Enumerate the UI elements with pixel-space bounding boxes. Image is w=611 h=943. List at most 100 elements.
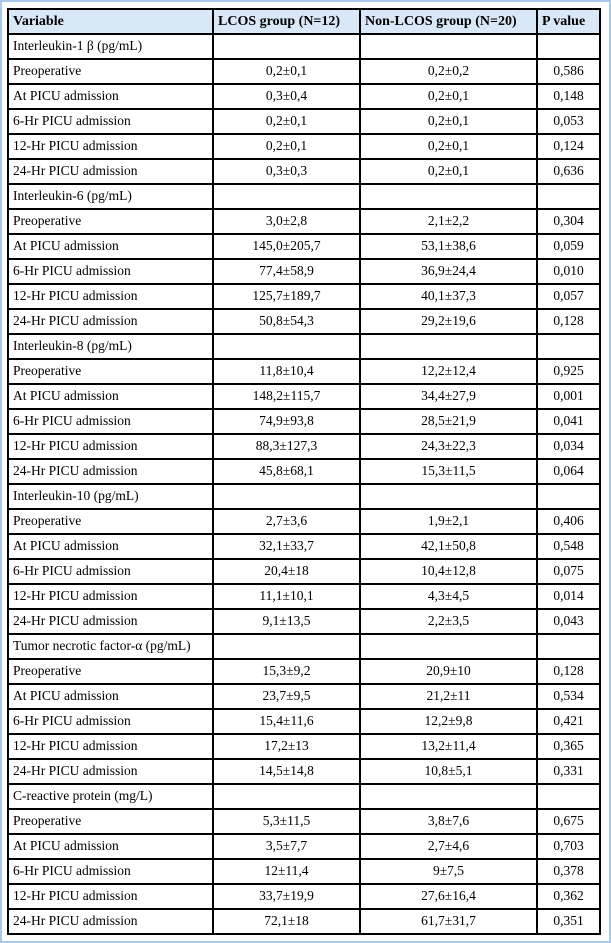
nonlcos-value-cell: 10,4±12,8 [359, 558, 538, 585]
empty-cell [212, 783, 361, 810]
pvalue-cell: 0,703 [536, 833, 601, 860]
lcos-value-cell: 33,7±19,9 [212, 883, 361, 910]
empty-cell [536, 333, 601, 360]
pvalue-cell: 0,534 [536, 683, 601, 710]
pvalue-cell: 0,148 [536, 83, 601, 110]
empty-cell [212, 633, 361, 660]
data-row: Preoperative 2,7±3,6 1,9±2,1 0,406 [7, 508, 601, 535]
col-header-nonlcos-group: Non-LCOS group (N=20) [359, 8, 538, 35]
nonlcos-value-cell: 28,5±21,9 [359, 408, 538, 435]
empty-cell [536, 633, 601, 660]
empty-cell [359, 333, 538, 360]
nonlcos-value-cell: 21,2±11 [359, 683, 538, 710]
section-row: C-reactive protein (mg/L) [7, 783, 601, 810]
pvalue-cell: 0,406 [536, 508, 601, 535]
pvalue-cell: 0,128 [536, 308, 601, 335]
section-label: Tumor necrotic factor-α (pg/mL) [7, 633, 214, 660]
pvalue-cell: 0,365 [536, 733, 601, 760]
nonlcos-value-cell: 1,9±2,1 [359, 508, 538, 535]
timepoint-cell: 12-Hr PICU admission [7, 283, 214, 310]
nonlcos-value-cell: 53,1±38,6 [359, 233, 538, 260]
timepoint-cell: Preoperative [7, 208, 214, 235]
nonlcos-value-cell: 0,2±0,1 [359, 108, 538, 135]
biomarker-comparison-table: Variable LCOS group (N=12) Non-LCOS grou… [7, 8, 601, 935]
data-row: 6-Hr PICU admission 0,2±0,1 0,2±0,1 0,053 [7, 108, 601, 135]
pvalue-cell: 0,034 [536, 433, 601, 460]
table-body: Interleukin-1 β (pg/mL) Preoperative 0,2±0… [7, 33, 601, 935]
lcos-value-cell: 88,3±127,3 [212, 433, 361, 460]
pvalue-cell: 0,124 [536, 133, 601, 160]
empty-cell [212, 33, 361, 60]
data-row: 24-Hr PICU admission 14,5±14,8 10,8±5,1 0,3… [7, 758, 601, 785]
empty-cell [536, 183, 601, 210]
lcos-value-cell: 2,7±3,6 [212, 508, 361, 535]
section-row: Interleukin-8 (pg/mL) [7, 333, 601, 360]
timepoint-cell: 12-Hr PICU admission [7, 583, 214, 610]
timepoint-cell: Preoperative [7, 808, 214, 835]
lcos-value-cell: 45,8±68,1 [212, 458, 361, 485]
timepoint-cell: 24-Hr PICU admission [7, 158, 214, 185]
section-row: Tumor necrotic factor-α (pg/mL) [7, 633, 601, 660]
section-label: Interleukin-8 (pg/mL) [7, 333, 214, 360]
lcos-value-cell: 12±11,4 [212, 858, 361, 885]
section-label: Interleukin-1 β (pg/mL) [7, 33, 214, 60]
timepoint-cell: 6-Hr PICU admission [7, 258, 214, 285]
data-row: Preoperative 0,2±0,1 0,2±0,2 0,586 [7, 58, 601, 85]
empty-cell [359, 33, 538, 60]
pvalue-cell: 0,304 [536, 208, 601, 235]
pvalue-cell: 0,075 [536, 558, 601, 585]
pvalue-cell: 0,586 [536, 58, 601, 85]
nonlcos-value-cell: 10,8±5,1 [359, 758, 538, 785]
data-row: Preoperative 3,0±2,8 2,1±2,2 0,304 [7, 208, 601, 235]
empty-cell [359, 633, 538, 660]
data-row: 12-Hr PICU admission 0,2±0,1 0,2±0,1 0,124 [7, 133, 601, 160]
lcos-value-cell: 74,9±93,8 [212, 408, 361, 435]
pvalue-cell: 0,057 [536, 283, 601, 310]
pvalue-cell: 0,548 [536, 533, 601, 560]
empty-cell [359, 783, 538, 810]
nonlcos-value-cell: 40,1±37,3 [359, 283, 538, 310]
nonlcos-value-cell: 2,1±2,2 [359, 208, 538, 235]
col-header-variable: Variable [7, 8, 214, 35]
lcos-value-cell: 11,1±10,1 [212, 583, 361, 610]
data-row: At PICU admission 32,1±33,7 42,1±50,8 0,548 [7, 533, 601, 560]
nonlcos-value-cell: 3,8±7,6 [359, 808, 538, 835]
pvalue-cell: 0,043 [536, 608, 601, 635]
nonlcos-value-cell: 2,7±4,6 [359, 833, 538, 860]
data-row: At PICU admission 145,0±205,7 53,1±38,6 0,0… [7, 233, 601, 260]
data-row: At PICU admission 0,3±0,4 0,2±0,1 0,148 [7, 83, 601, 110]
data-row: 24-Hr PICU admission 0,3±0,3 0,2±0,1 0,636 [7, 158, 601, 185]
timepoint-cell: 6-Hr PICU admission [7, 108, 214, 135]
nonlcos-value-cell: 36,9±24,4 [359, 258, 538, 285]
lcos-value-cell: 9,1±13,5 [212, 608, 361, 635]
nonlcos-value-cell: 15,3±11,5 [359, 458, 538, 485]
lcos-value-cell: 14,5±14,8 [212, 758, 361, 785]
data-row: 6-Hr PICU admission 77,4±58,9 36,9±24,4 0,0… [7, 258, 601, 285]
nonlcos-value-cell: 12,2±12,4 [359, 358, 538, 385]
data-row: 6-Hr PICU admission 20,4±18 10,4±12,8 0,075 [7, 558, 601, 585]
lcos-value-cell: 11,8±10,4 [212, 358, 361, 385]
timepoint-cell: 24-Hr PICU admission [7, 758, 214, 785]
lcos-value-cell: 5,3±11,5 [212, 808, 361, 835]
data-row: 12-Hr PICU admission 11,1±10,1 4,3±4,5 0,01… [7, 583, 601, 610]
lcos-value-cell: 77,4±58,9 [212, 258, 361, 285]
timepoint-cell: 6-Hr PICU admission [7, 558, 214, 585]
lcos-value-cell: 15,4±11,6 [212, 708, 361, 735]
nonlcos-value-cell: 0,2±0,2 [359, 58, 538, 85]
timepoint-cell: 12-Hr PICU admission [7, 733, 214, 760]
nonlcos-value-cell: 27,6±16,4 [359, 883, 538, 910]
nonlcos-value-cell: 0,2±0,1 [359, 158, 538, 185]
pvalue-cell: 0,331 [536, 758, 601, 785]
timepoint-cell: Preoperative [7, 508, 214, 535]
timepoint-cell: Preoperative [7, 358, 214, 385]
data-row: At PICU admission 23,7±9,5 21,2±11 0,534 [7, 683, 601, 710]
nonlcos-value-cell: 34,4±27,9 [359, 383, 538, 410]
lcos-value-cell: 0,2±0,1 [212, 133, 361, 160]
section-label: Interleukin-10 (pg/mL) [7, 483, 214, 510]
lcos-value-cell: 32,1±33,7 [212, 533, 361, 560]
col-header-pvalue: P value [536, 8, 601, 35]
empty-cell [359, 483, 538, 510]
nonlcos-value-cell: 9±7,5 [359, 858, 538, 885]
lcos-value-cell: 0,2±0,1 [212, 58, 361, 85]
